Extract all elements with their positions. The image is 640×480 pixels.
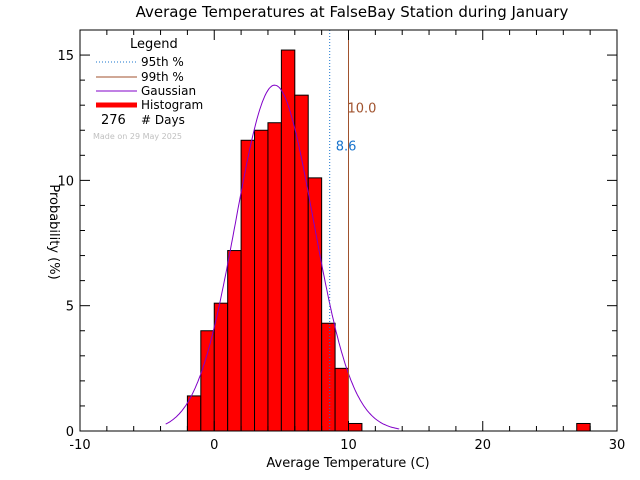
y-tick-label: 5	[66, 300, 74, 315]
y-tick-label: 0	[66, 425, 74, 440]
legend-label-99th: 99th %	[141, 70, 184, 84]
histogram-bar-13	[576, 422, 591, 432]
histogram-bar-11	[334, 367, 350, 432]
histogram-bar-6	[267, 122, 282, 432]
x-tick-label: 0	[210, 438, 218, 453]
legend-label-gaussian: Gaussian	[141, 84, 196, 98]
histogram-bar-3	[227, 250, 242, 432]
legend: Legend 95th % 99th % Gaussian Histogram …	[96, 37, 203, 128]
x-axis-label: Average Temperature (C)	[266, 456, 429, 471]
legend-days-label: # Days	[141, 113, 185, 127]
histogram-bar-1	[200, 330, 215, 432]
percentile-95-label: 8.6	[336, 139, 357, 154]
histogram-bar-7	[280, 49, 296, 432]
histogram-bar-2	[213, 302, 229, 432]
y-axis-label: Probability (%)	[46, 184, 61, 279]
x-tick-label: 20	[474, 438, 491, 453]
y-tick-label: 10	[57, 174, 74, 189]
histogram-bar-10	[321, 322, 336, 432]
legend-label-histogram: Histogram	[141, 98, 203, 112]
x-tick-label: -10	[69, 438, 90, 453]
histogram-bar-8	[294, 94, 309, 432]
x-tick-label: 10	[340, 438, 357, 453]
histogram-bar-12	[348, 422, 363, 432]
legend-label-95th: 95th %	[141, 55, 184, 69]
y-tick-label: 15	[57, 49, 74, 64]
percentile-99-label: 10.0	[348, 102, 377, 117]
gaussian-curve	[165, 84, 400, 430]
legend-title: Legend	[130, 37, 178, 52]
chart-title: Average Temperatures at FalseBay Station…	[136, 3, 569, 21]
histogram-bar-0	[186, 395, 202, 432]
watermark: Made on 29 May 2025	[93, 132, 182, 141]
x-tick-label: 30	[609, 438, 626, 453]
histogram-bar-5	[254, 129, 269, 432]
histogram-bar-9	[307, 177, 323, 432]
legend-days-count: 276	[101, 113, 126, 128]
histogram-bars	[186, 49, 591, 432]
